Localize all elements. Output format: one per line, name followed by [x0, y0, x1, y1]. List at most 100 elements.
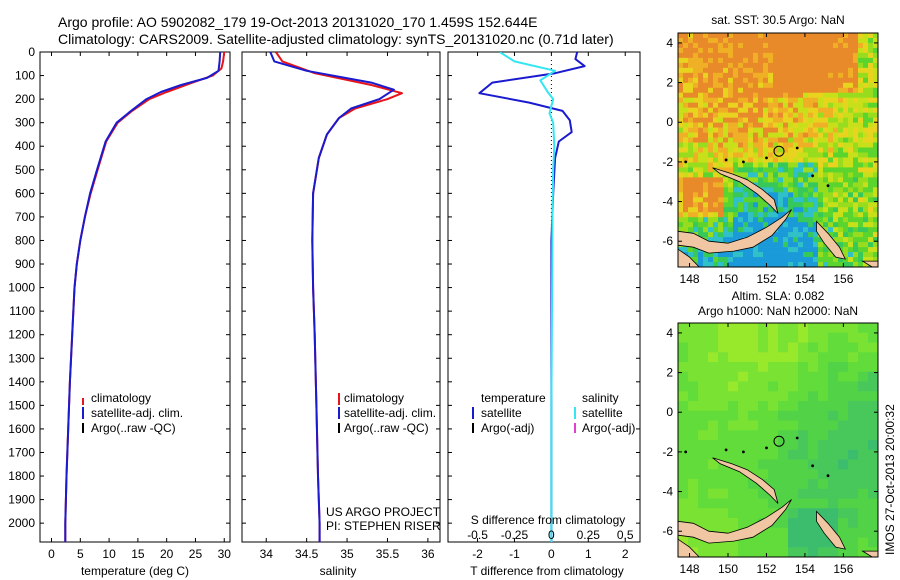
heatmap-cell — [778, 342, 789, 353]
heatmap-cell — [873, 117, 878, 123]
heatmap-cell — [788, 33, 794, 39]
heatmap-cell — [798, 518, 809, 529]
heatmap-cell — [873, 92, 878, 99]
heatmap-cell — [728, 227, 734, 233]
salinity-plot-frame — [241, 51, 441, 543]
heatmap-cell — [713, 42, 719, 49]
legend-label-argo: Argo(..raw -QC) — [344, 421, 429, 435]
heatmap-cell — [688, 82, 694, 89]
heatmap-cell — [723, 252, 729, 258]
heatmap-cell — [813, 67, 819, 74]
heatmap-cell — [803, 122, 809, 128]
heatmap-cell — [848, 147, 854, 153]
heatmap-cell — [853, 92, 859, 99]
heatmap-cell — [808, 352, 819, 363]
heatmap-cell — [718, 122, 724, 128]
heatmap-cell — [823, 132, 829, 138]
heatmap-cell — [703, 177, 709, 183]
heatmap-cell — [748, 77, 754, 84]
heatmap-cell — [848, 518, 859, 529]
heatmap-cell — [788, 391, 799, 402]
heatmap-cell — [728, 237, 734, 243]
heatmap-cell — [808, 87, 814, 94]
heatmap-cell — [738, 142, 744, 148]
heatmap-cell — [828, 147, 834, 153]
heatmap-cell — [703, 212, 709, 218]
heatmap-cell — [808, 227, 814, 233]
heatmap-cell — [838, 469, 849, 480]
y-tick-label: 1300 — [8, 351, 35, 365]
heatmap-cell — [708, 362, 719, 373]
salinity-xlabel: salinity — [320, 564, 357, 578]
heatmap-cell — [808, 37, 814, 44]
heatmap-cell — [748, 449, 759, 460]
heatmap-cell — [823, 117, 829, 123]
heatmap-cell — [798, 537, 809, 548]
heatmap-cell — [833, 82, 839, 89]
heatmap-cell — [803, 87, 809, 94]
heatmap-cell — [838, 112, 844, 118]
heatmap-cell — [843, 33, 849, 39]
heatmap-cell — [748, 479, 759, 490]
heatmap-cell — [798, 469, 809, 480]
heatmap-cell — [703, 167, 709, 173]
heatmap-cell — [738, 162, 744, 168]
heatmap-cell — [853, 257, 859, 263]
heatmap-cell — [808, 362, 819, 373]
heatmap-cell — [793, 162, 799, 168]
heatmap-cell — [788, 518, 799, 529]
heatmap-cell — [708, 147, 714, 153]
heatmap-cell — [748, 162, 754, 168]
heatmap-cell — [873, 132, 878, 138]
heatmap-cell — [718, 47, 724, 54]
heatmap-cell — [738, 192, 744, 198]
heatmap-cell — [728, 449, 739, 460]
heatmap-cell — [763, 132, 769, 138]
heatmap-cell — [723, 42, 729, 49]
heatmap-cell — [848, 107, 854, 113]
heatmap-cell — [768, 33, 774, 39]
heatmap-cell — [808, 257, 814, 263]
credit-pi: PI: STEPHEN RISER — [326, 519, 441, 533]
heatmap-cell — [728, 37, 734, 44]
heatmap-cell — [778, 87, 784, 94]
heatmap-cell — [778, 152, 784, 158]
heatmap-cell — [858, 42, 864, 49]
heatmap-cell — [823, 212, 829, 218]
heatmap-cell — [773, 232, 779, 238]
heatmap-cell — [763, 127, 769, 133]
map-x-tick-label: 156 — [833, 562, 853, 576]
heatmap-cell — [843, 87, 849, 94]
heatmap-cell — [808, 537, 819, 548]
heatmap-cell — [838, 332, 849, 343]
heatmap-cell — [863, 52, 869, 59]
heatmap-cell — [698, 117, 704, 123]
heatmap-cell — [798, 508, 809, 519]
heatmap-cell — [728, 42, 734, 49]
y-tick-label: 600 — [15, 186, 35, 200]
heatmap-cell — [783, 162, 789, 168]
heatmap-cell — [748, 537, 759, 548]
heatmap-cell — [733, 202, 739, 208]
heatmap-cell — [868, 67, 874, 74]
heatmap-cell — [773, 72, 779, 79]
heatmap-cell — [808, 371, 819, 382]
heatmap-cell — [778, 257, 784, 263]
heatmap-cell — [738, 167, 744, 173]
heatmap-cell — [863, 67, 869, 74]
heatmap-cell — [743, 217, 749, 223]
heatmap-cell — [728, 401, 739, 412]
heatmap-cell — [858, 117, 864, 123]
heatmap-cell — [868, 102, 874, 108]
heatmap-cell — [853, 107, 859, 113]
heatmap-cell — [743, 167, 749, 173]
heatmap-cell — [868, 97, 874, 103]
heatmap-cell — [803, 172, 809, 178]
heatmap-cell — [783, 97, 789, 103]
heatmap-cell — [768, 237, 774, 243]
heatmap-cell — [713, 217, 719, 223]
heatmap-cell — [788, 102, 794, 108]
heatmap-cell — [838, 410, 849, 421]
heatmap-cell — [728, 547, 739, 557]
heatmap-cell — [678, 430, 689, 441]
